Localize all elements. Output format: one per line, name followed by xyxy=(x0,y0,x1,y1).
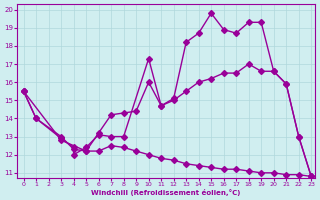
X-axis label: Windchill (Refroidissement éolien,°C): Windchill (Refroidissement éolien,°C) xyxy=(92,189,241,196)
